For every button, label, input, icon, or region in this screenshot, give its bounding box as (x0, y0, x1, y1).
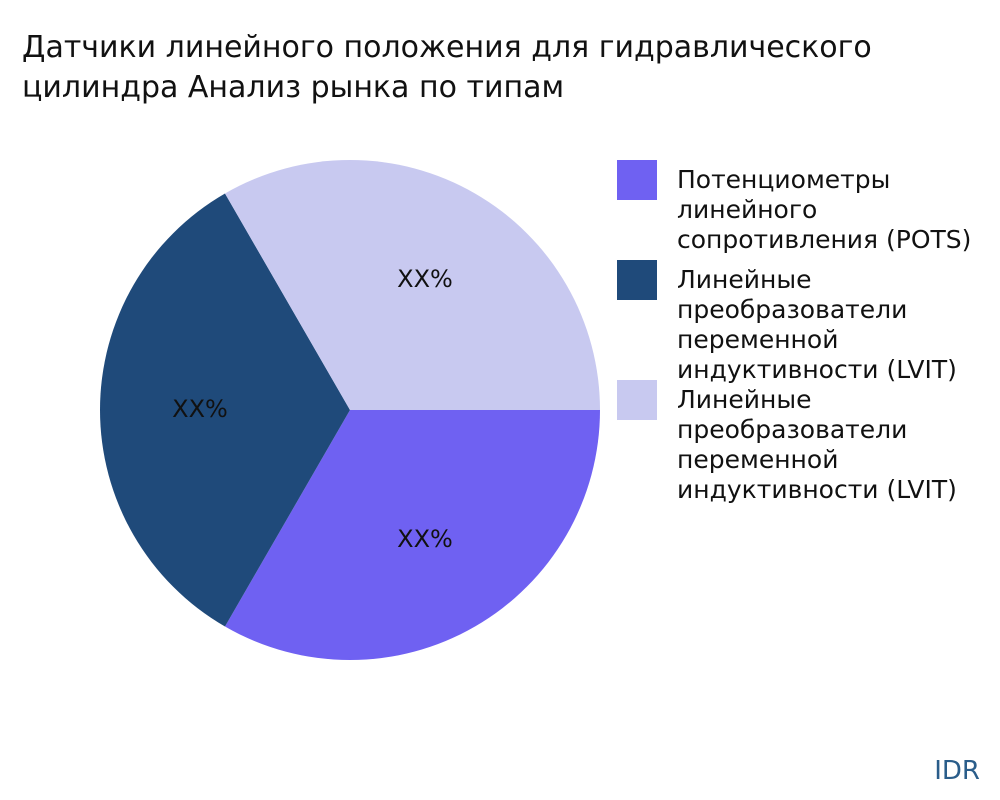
legend-swatch (617, 260, 657, 300)
data-label: XX% (397, 265, 453, 293)
legend-label: Линейные преобразователи переменной инду… (677, 385, 957, 504)
pie-slice (225, 410, 600, 660)
pie-slice (225, 160, 600, 410)
chart-title: Датчики линейного положения для гидравли… (22, 30, 872, 105)
legend-label: Потенциометры линейного сопротивления (P… (677, 165, 972, 254)
data-label: XX% (172, 395, 228, 423)
data-label: XX% (397, 525, 453, 553)
watermark: IDR (934, 756, 980, 786)
legend-swatch (617, 380, 657, 420)
legend-label: Линейные преобразователи переменной инду… (677, 265, 957, 384)
legend-swatch (617, 160, 657, 200)
